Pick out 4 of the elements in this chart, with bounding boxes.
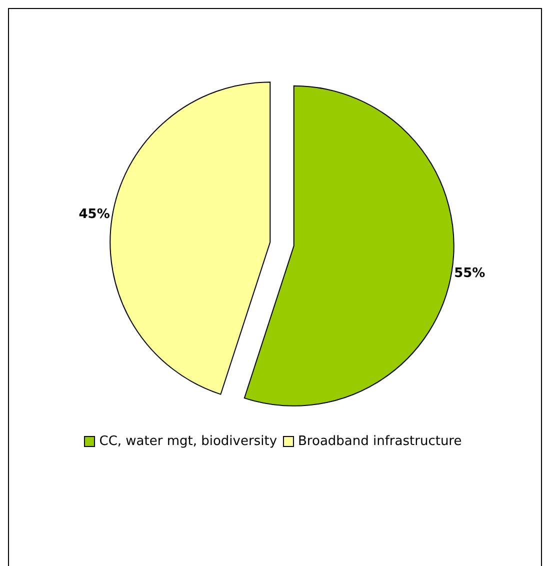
data-label: 55%	[454, 266, 486, 282]
legend-label: Broadband infrastructure	[298, 434, 462, 449]
data-label: 45%	[78, 206, 110, 222]
legend-label: CC, water mgt, biodiversity	[99, 434, 278, 449]
